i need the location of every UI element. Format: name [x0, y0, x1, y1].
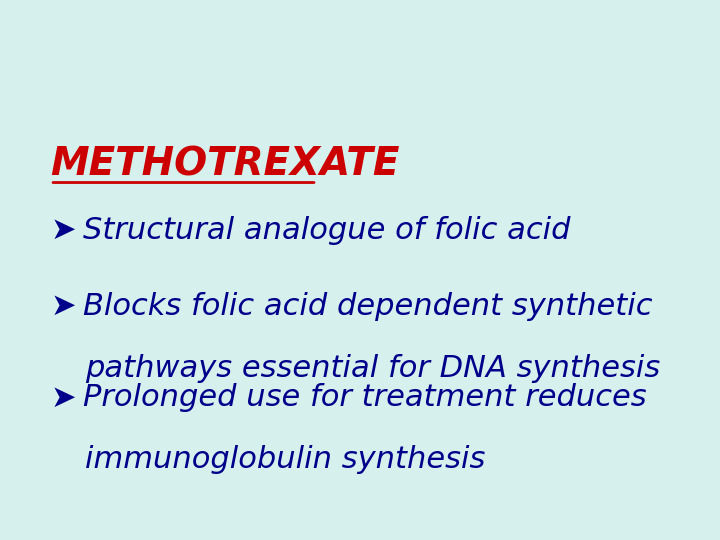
Text: Structural analogue of folic acid: Structural analogue of folic acid	[83, 216, 570, 245]
Text: Blocks folic acid dependent synthetic: Blocks folic acid dependent synthetic	[83, 292, 652, 321]
Text: pathways essential for DNA synthesis: pathways essential for DNA synthesis	[85, 354, 660, 383]
Text: Prolonged use for treatment reduces: Prolonged use for treatment reduces	[83, 383, 647, 413]
Text: ➤: ➤	[50, 383, 76, 413]
Text: ➤: ➤	[50, 292, 76, 321]
Text: METHOTREXATE: METHOTREXATE	[50, 146, 400, 184]
Text: immunoglobulin synthesis: immunoglobulin synthesis	[85, 446, 485, 475]
Text: ➤: ➤	[50, 216, 76, 245]
